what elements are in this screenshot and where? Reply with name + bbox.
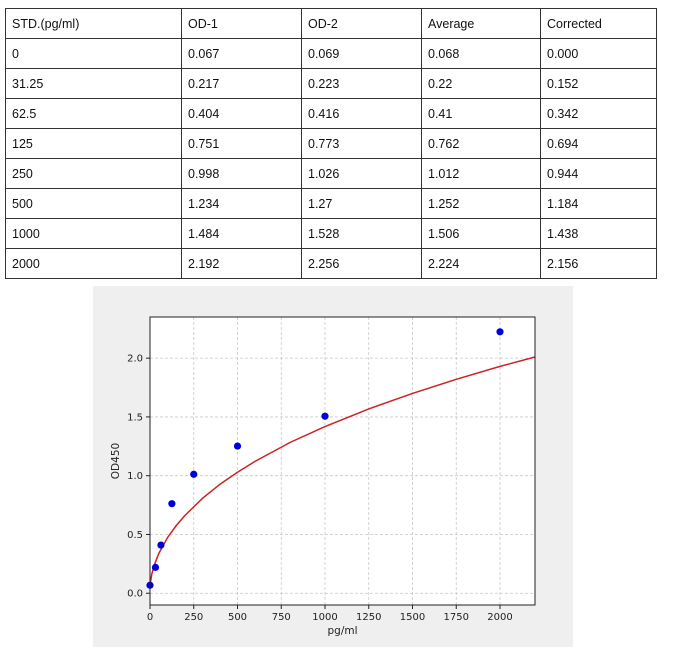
std-cell: 500 [5,188,182,219]
table-row: 62.5 0.404 0.416 0.41 0.342 [5,98,657,129]
corrected-cell: 0.944 [540,158,657,189]
corrected-cell: 0.152 [540,68,657,99]
chart-svg: 0 250 500 750 1000 1250 1500 1750 2000 0.0 0.5 1.0 1… [110,316,536,637]
data-point [321,412,329,420]
od1-cell: 0.998 [181,158,302,189]
std-cell: 1000 [5,218,182,249]
average-cell: 1.506 [421,218,541,249]
x-tick-label: 1750 [444,612,469,623]
od2-cell: 2.256 [301,248,422,279]
data-point [496,328,504,336]
average-cell: 0.41 [421,98,541,129]
header-average: Average [421,8,541,39]
x-tick-label: 1500 [400,612,425,623]
od2-cell: 0.069 [301,38,422,69]
std-cell: 0 [5,38,182,69]
average-cell: 1.252 [421,188,541,219]
y-tick-label: 0.0 [127,589,143,600]
table-row: 1000 1.484 1.528 1.506 1.438 [5,218,657,249]
x-tick-label: 2000 [487,612,512,623]
data-point [151,563,160,571]
table-header-row: STD.(pg/ml) OD-1 OD-2 Average Corrected [5,8,657,39]
corrected-cell: 0.342 [540,98,657,129]
corrected-cell: 2.156 [540,248,657,279]
plot-frame [149,316,536,606]
data-point [233,442,242,450]
std-cell: 62.5 [5,98,182,129]
od1-cell: 2.192 [181,248,302,279]
table-row: 250 0.998 1.026 1.012 0.944 [5,158,657,189]
average-cell: 2.224 [421,248,541,279]
table-row: 31.25 0.217 0.223 0.22 0.152 [5,68,657,99]
od1-cell: 1.234 [181,188,302,219]
fitted-curve [149,356,536,586]
od2-cell: 0.223 [301,68,422,99]
average-cell: 0.22 [421,68,541,99]
x-tick-label: 1000 [312,612,337,623]
standard-curve-chart: 0 250 500 750 1000 1250 1500 1750 2000 0.0 0.5 1.0 1… [93,286,573,647]
standard-curve-table: STD.(pg/ml) OD-1 OD-2 Average Corrected … [5,8,657,279]
x-tick-label: 1250 [356,612,381,623]
std-cell: 125 [5,128,182,159]
header-od2: OD-2 [301,8,422,39]
od2-cell: 1.27 [301,188,422,219]
od1-cell: 1.484 [181,218,302,249]
y-tick-label: 1.5 [127,412,143,423]
average-cell: 1.012 [421,158,541,189]
od2-cell: 1.528 [301,218,422,249]
x-tick-label: 500 [228,612,247,623]
table-row: 125 0.751 0.773 0.762 0.694 [5,128,657,159]
std-cell: 250 [5,158,182,189]
corrected-cell: 1.184 [540,188,657,219]
data-point [157,541,165,549]
y-axis-title: OD450 [110,443,122,479]
corrected-cell: 0.000 [540,38,657,69]
y-tick-label: 0.5 [127,530,143,541]
x-tick-label: 750 [272,612,291,623]
header-corrected: Corrected [540,8,657,39]
od1-cell: 0.404 [181,98,302,129]
table-row: 2000 2.192 2.256 2.224 2.156 [5,248,657,279]
x-axis-title: pg/ml [327,625,357,637]
std-cell: 31.25 [5,68,182,99]
plot-area [150,317,535,605]
average-cell: 0.762 [421,128,541,159]
od1-cell: 0.067 [181,38,302,69]
y-tick-label: 1.0 [127,471,143,482]
average-cell: 0.068 [421,38,541,69]
corrected-cell: 0.694 [540,128,657,159]
data-point [168,500,176,508]
od2-cell: 0.773 [301,128,422,159]
x-tick-label: 250 [184,612,203,623]
data-point [190,470,198,478]
table-row: 0 0.067 0.069 0.068 0.000 [5,38,657,69]
y-tick-label: 2.0 [127,354,143,365]
od2-cell: 1.026 [301,158,422,189]
std-cell: 2000 [5,248,182,279]
od1-cell: 0.217 [181,68,302,99]
header-std: STD.(pg/ml) [5,8,182,39]
od1-cell: 0.751 [181,128,302,159]
corrected-cell: 1.438 [540,218,657,249]
header-od1: OD-1 [181,8,302,39]
table-row: 500 1.234 1.27 1.252 1.184 [5,188,657,219]
od2-cell: 0.416 [301,98,422,129]
x-tick-label: 0 [147,612,153,623]
